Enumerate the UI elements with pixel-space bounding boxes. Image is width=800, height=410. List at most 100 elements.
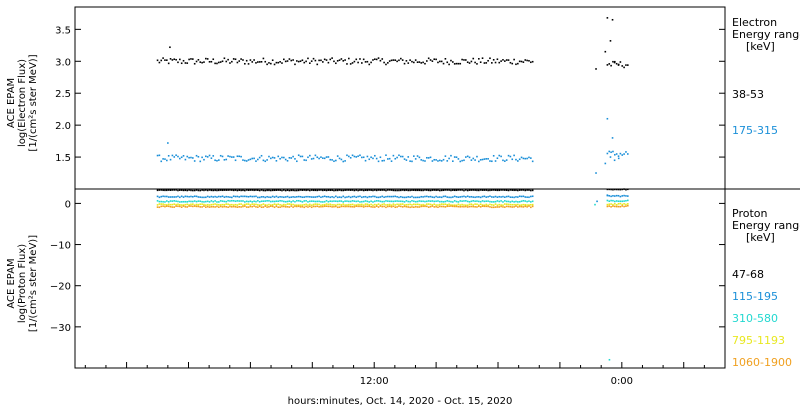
data-point bbox=[604, 162, 607, 165]
data-point bbox=[260, 206, 263, 209]
data-point bbox=[264, 160, 267, 163]
data-point bbox=[257, 158, 259, 161]
data-point bbox=[416, 200, 419, 203]
data-point bbox=[481, 158, 484, 161]
data-point bbox=[173, 200, 176, 202]
data-point bbox=[258, 189, 261, 192]
data-point bbox=[394, 59, 397, 61]
data-point bbox=[377, 57, 380, 59]
data-point bbox=[513, 154, 515, 157]
data-point bbox=[240, 203, 242, 205]
data-point bbox=[515, 203, 517, 206]
data-point bbox=[414, 200, 417, 203]
data-point bbox=[244, 195, 246, 198]
data-point bbox=[357, 61, 359, 64]
data-point bbox=[418, 206, 421, 208]
data-point bbox=[520, 195, 523, 198]
data-point bbox=[357, 200, 359, 202]
data-point bbox=[513, 201, 515, 203]
data-point bbox=[513, 189, 515, 192]
data-point bbox=[472, 205, 475, 208]
data-point bbox=[461, 195, 463, 198]
data-point bbox=[301, 201, 304, 203]
data-point bbox=[444, 195, 447, 198]
data-point bbox=[236, 195, 239, 198]
data-point bbox=[210, 205, 213, 208]
data-point bbox=[526, 196, 528, 198]
data-point bbox=[309, 196, 311, 198]
data-point bbox=[251, 203, 254, 205]
data-point bbox=[416, 189, 419, 192]
data-point bbox=[164, 203, 166, 206]
data-point bbox=[370, 61, 372, 64]
data-point bbox=[385, 206, 387, 209]
data-point bbox=[186, 155, 189, 158]
data-point bbox=[531, 60, 534, 63]
data-point bbox=[210, 157, 213, 159]
data-point bbox=[325, 156, 328, 158]
chart-marks bbox=[156, 17, 629, 361]
data-point bbox=[405, 189, 408, 191]
data-point bbox=[305, 159, 307, 162]
data-point bbox=[303, 200, 306, 202]
data-point bbox=[427, 189, 430, 192]
data-point bbox=[472, 57, 475, 60]
data-point bbox=[195, 195, 198, 198]
data-point bbox=[362, 189, 365, 192]
data-point bbox=[333, 160, 335, 163]
data-point bbox=[505, 189, 508, 192]
data-point bbox=[375, 157, 378, 160]
data-point bbox=[520, 156, 523, 159]
data-point bbox=[379, 156, 382, 159]
data-point bbox=[507, 154, 510, 157]
data-point bbox=[472, 157, 475, 160]
data-point bbox=[401, 203, 404, 205]
data-point bbox=[359, 189, 361, 191]
data-point bbox=[229, 196, 231, 198]
data-point bbox=[212, 189, 215, 192]
data-point bbox=[307, 201, 309, 203]
data-point bbox=[193, 189, 196, 192]
data-point bbox=[466, 206, 469, 208]
data-point bbox=[457, 189, 460, 191]
data-point bbox=[303, 196, 306, 198]
data-point bbox=[255, 195, 257, 198]
data-point bbox=[242, 205, 244, 208]
data-point bbox=[457, 62, 460, 65]
data-point bbox=[244, 205, 246, 207]
data-point bbox=[156, 59, 159, 62]
data-point bbox=[258, 204, 261, 206]
data-point bbox=[288, 196, 291, 199]
data-point bbox=[479, 203, 482, 206]
data-point bbox=[251, 201, 254, 203]
data-point bbox=[366, 205, 369, 208]
data-point bbox=[327, 203, 330, 206]
data-point bbox=[229, 62, 231, 64]
data-point bbox=[610, 199, 612, 202]
data-point bbox=[284, 196, 287, 198]
data-point bbox=[623, 153, 625, 155]
data-point bbox=[418, 189, 421, 192]
data-point bbox=[463, 204, 465, 206]
data-point bbox=[266, 63, 268, 66]
data-point bbox=[492, 189, 495, 191]
data-point bbox=[290, 201, 293, 203]
data-point bbox=[346, 204, 348, 206]
data-point bbox=[606, 64, 609, 66]
data-point bbox=[414, 158, 417, 160]
data-point bbox=[418, 200, 421, 202]
data-point bbox=[627, 203, 629, 205]
data-point bbox=[621, 200, 624, 203]
data-point bbox=[340, 204, 343, 206]
data-point bbox=[530, 61, 532, 64]
data-point bbox=[524, 200, 527, 202]
data-point bbox=[171, 196, 174, 198]
data-point bbox=[494, 195, 497, 198]
data-point bbox=[431, 200, 434, 202]
data-point bbox=[594, 203, 596, 206]
data-point bbox=[396, 195, 398, 198]
data-point bbox=[405, 159, 408, 161]
data-point bbox=[218, 195, 220, 198]
data-point bbox=[260, 196, 263, 198]
